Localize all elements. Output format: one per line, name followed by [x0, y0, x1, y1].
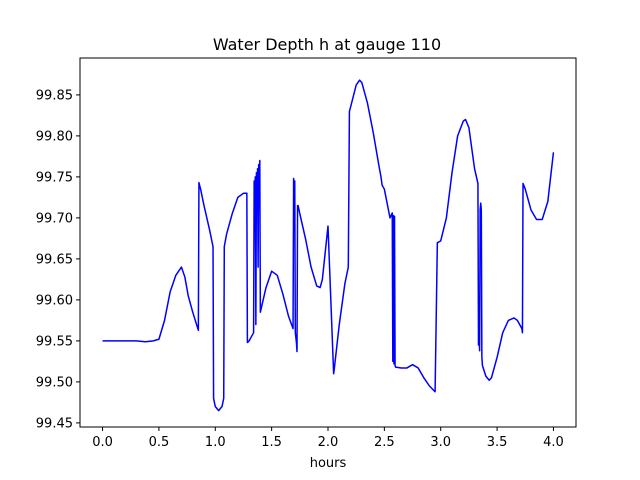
y-tick-label: 99.50 [36, 375, 73, 390]
chart-title: Water Depth h at gauge 110 [213, 35, 441, 54]
y-tick-label: 99.55 [36, 334, 73, 349]
x-axis-label: hours [310, 456, 347, 471]
x-tick-label: 3.5 [487, 435, 508, 450]
y-tick-label: 99.65 [36, 252, 73, 267]
x-tick-label: 0.0 [92, 435, 113, 450]
x-tick-label: 1.0 [205, 435, 226, 450]
y-tick-label: 99.75 [36, 170, 73, 185]
y-tick-label: 99.45 [36, 416, 73, 431]
x-tick-label: 4.0 [543, 435, 564, 450]
x-axis: 0.0 0.5 1.0 1.5 2.0 2.5 3.0 3.5 4.0 [92, 427, 564, 450]
y-tick-label: 99.85 [36, 88, 73, 103]
y-tick-label: 99.70 [36, 211, 73, 226]
x-tick-label: 0.5 [149, 435, 170, 450]
x-tick-label: 2.5 [374, 435, 395, 450]
x-tick-label: 1.5 [261, 435, 282, 450]
y-tick-label: 99.80 [36, 129, 73, 144]
series-line [102, 79, 555, 412]
y-axis: 99.45 99.50 99.55 99.60 99.65 99.70 99.75 99.80… [36, 88, 80, 431]
plot-area [102, 79, 555, 412]
x-tick-label: 3.0 [430, 435, 451, 450]
x-tick-label: 2.0 [318, 435, 339, 450]
y-tick-label: 99.60 [36, 293, 73, 308]
